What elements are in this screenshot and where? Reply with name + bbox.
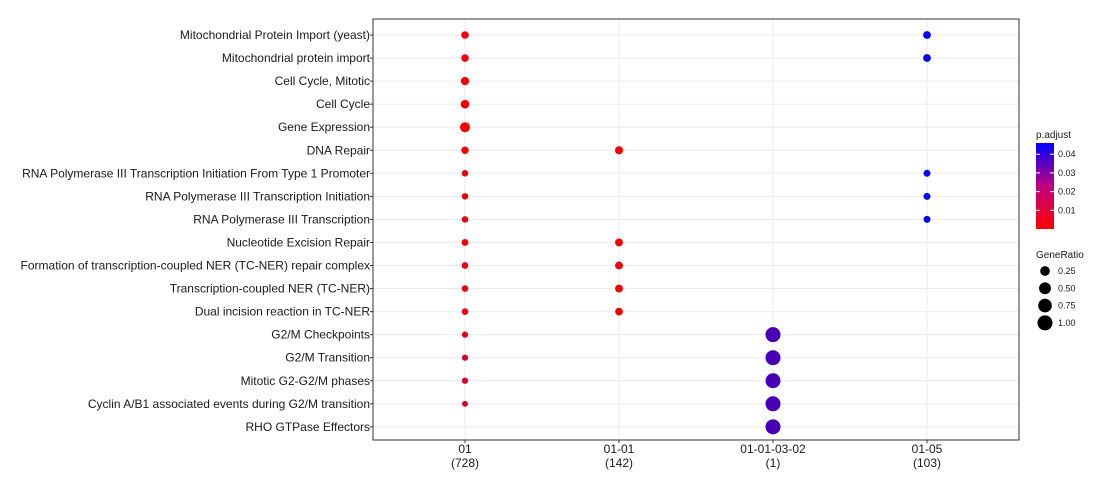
data-point bbox=[461, 377, 469, 384]
data-point bbox=[461, 54, 469, 62]
y-tick-label: G2/M Transition bbox=[285, 351, 370, 365]
size-legend-dot bbox=[1039, 282, 1051, 295]
data-points bbox=[460, 31, 931, 435]
data-point bbox=[461, 239, 469, 246]
data-point bbox=[765, 419, 781, 435]
y-tick-label: G2/M Checkpoints bbox=[271, 328, 370, 342]
data-point bbox=[461, 31, 469, 39]
size-legend-dot bbox=[1037, 315, 1053, 331]
size-legend-label: 1.00 bbox=[1058, 318, 1076, 328]
data-point bbox=[615, 284, 623, 293]
data-point bbox=[765, 327, 781, 343]
y-tick-label: Transcription-coupled NER (TC-NER) bbox=[170, 282, 370, 296]
data-point bbox=[614, 146, 624, 155]
x-tick-count-label: (728) bbox=[451, 456, 479, 470]
color-legend-tick-label: 0.01 bbox=[1058, 205, 1076, 215]
data-point bbox=[461, 354, 469, 361]
size-legend-dot bbox=[1038, 298, 1052, 313]
data-point bbox=[615, 307, 623, 316]
data-point bbox=[461, 170, 469, 177]
size-legend-label: 0.50 bbox=[1058, 283, 1076, 293]
y-tick-label: Mitochondrial protein import bbox=[222, 51, 371, 65]
y-tick-label: Dual incision reaction in TC-NER bbox=[195, 305, 371, 319]
size-legend-label: 0.75 bbox=[1058, 301, 1076, 311]
data-point bbox=[615, 261, 623, 270]
data-point bbox=[765, 373, 781, 389]
y-tick-label: RNA Polymerase III Transcription bbox=[193, 212, 370, 226]
x-axis-labels: 01(728) 01-01(142) 01-01-03-02(1) 01-05(103… bbox=[451, 440, 943, 470]
color-legend: p.adjust 0.01 0.02 0.03 0.04 bbox=[1036, 130, 1076, 229]
plot-panel-border bbox=[372, 18, 1020, 441]
y-tick-label: RHO GTPase Effectors bbox=[246, 420, 370, 434]
y-tick-label: Gene Expression bbox=[278, 120, 370, 134]
y-tick-label: Mitotic G2-G2/M phases bbox=[241, 374, 370, 388]
data-point bbox=[460, 76, 470, 86]
y-tick-label: Formation of transcription-coupled NER (… bbox=[21, 259, 370, 273]
size-legend: GeneRatio 0.25 0.50 0.75 1.00 bbox=[1036, 250, 1084, 331]
data-point bbox=[461, 331, 469, 338]
color-legend-tick-label: 0.03 bbox=[1058, 168, 1076, 178]
y-tick-label: RNA Polymerase III Transcription Initiat… bbox=[145, 189, 370, 203]
x-tick-label: 01-01-03-02 bbox=[740, 442, 806, 456]
size-legend-label: 0.25 bbox=[1058, 266, 1076, 276]
data-point bbox=[461, 216, 469, 223]
y-tick-label: Cell Cycle, Mitotic bbox=[275, 74, 370, 88]
data-point bbox=[923, 31, 931, 39]
y-axis-labels: Mitochondrial Protein Import (yeast) Mito… bbox=[21, 28, 373, 434]
grid-lines bbox=[373, 19, 1019, 440]
y-tick-label: Nucleotide Excision Repair bbox=[227, 235, 370, 249]
x-tick-count-label: (103) bbox=[913, 456, 941, 470]
data-point bbox=[461, 262, 469, 269]
x-tick-label: 01-01 bbox=[604, 442, 635, 456]
data-point bbox=[461, 193, 469, 200]
data-point bbox=[461, 308, 469, 315]
color-legend-title: p.adjust bbox=[1036, 130, 1071, 141]
data-point bbox=[923, 192, 931, 200]
x-tick-label: 01-05 bbox=[912, 442, 943, 456]
data-point bbox=[923, 54, 931, 62]
y-tick-label: Cell Cycle bbox=[316, 97, 370, 111]
y-tick-label: Mitochondrial Protein Import (yeast) bbox=[180, 28, 370, 42]
data-point bbox=[461, 285, 469, 292]
x-tick-label: 01 bbox=[458, 442, 472, 456]
data-point bbox=[460, 99, 470, 109]
y-tick-label: RNA Polymerase III Transcription Initiat… bbox=[22, 166, 370, 180]
data-point bbox=[615, 238, 623, 247]
data-point bbox=[765, 350, 781, 366]
color-legend-bar bbox=[1036, 143, 1054, 229]
data-point bbox=[923, 169, 931, 177]
y-tick-label: Cyclin A/B1 associated events during G2/… bbox=[88, 397, 370, 411]
data-point bbox=[765, 396, 781, 412]
data-point bbox=[460, 122, 470, 133]
data-point bbox=[462, 400, 468, 407]
data-point bbox=[923, 215, 931, 223]
x-tick-count-label: (1) bbox=[766, 456, 781, 470]
y-tick-label: DNA Repair bbox=[307, 143, 370, 157]
color-legend-tick-label: 0.02 bbox=[1058, 187, 1076, 197]
size-legend-title: GeneRatio bbox=[1036, 250, 1084, 261]
size-legend-items: 0.25 0.50 0.75 1.00 bbox=[1037, 266, 1076, 331]
color-legend-tick-label: 0.04 bbox=[1058, 149, 1076, 159]
size-legend-dot bbox=[1040, 266, 1050, 276]
data-point bbox=[461, 146, 469, 154]
x-tick-count-label: (142) bbox=[605, 456, 633, 470]
color-legend-ticks: 0.01 0.02 0.03 0.04 bbox=[1036, 149, 1076, 215]
